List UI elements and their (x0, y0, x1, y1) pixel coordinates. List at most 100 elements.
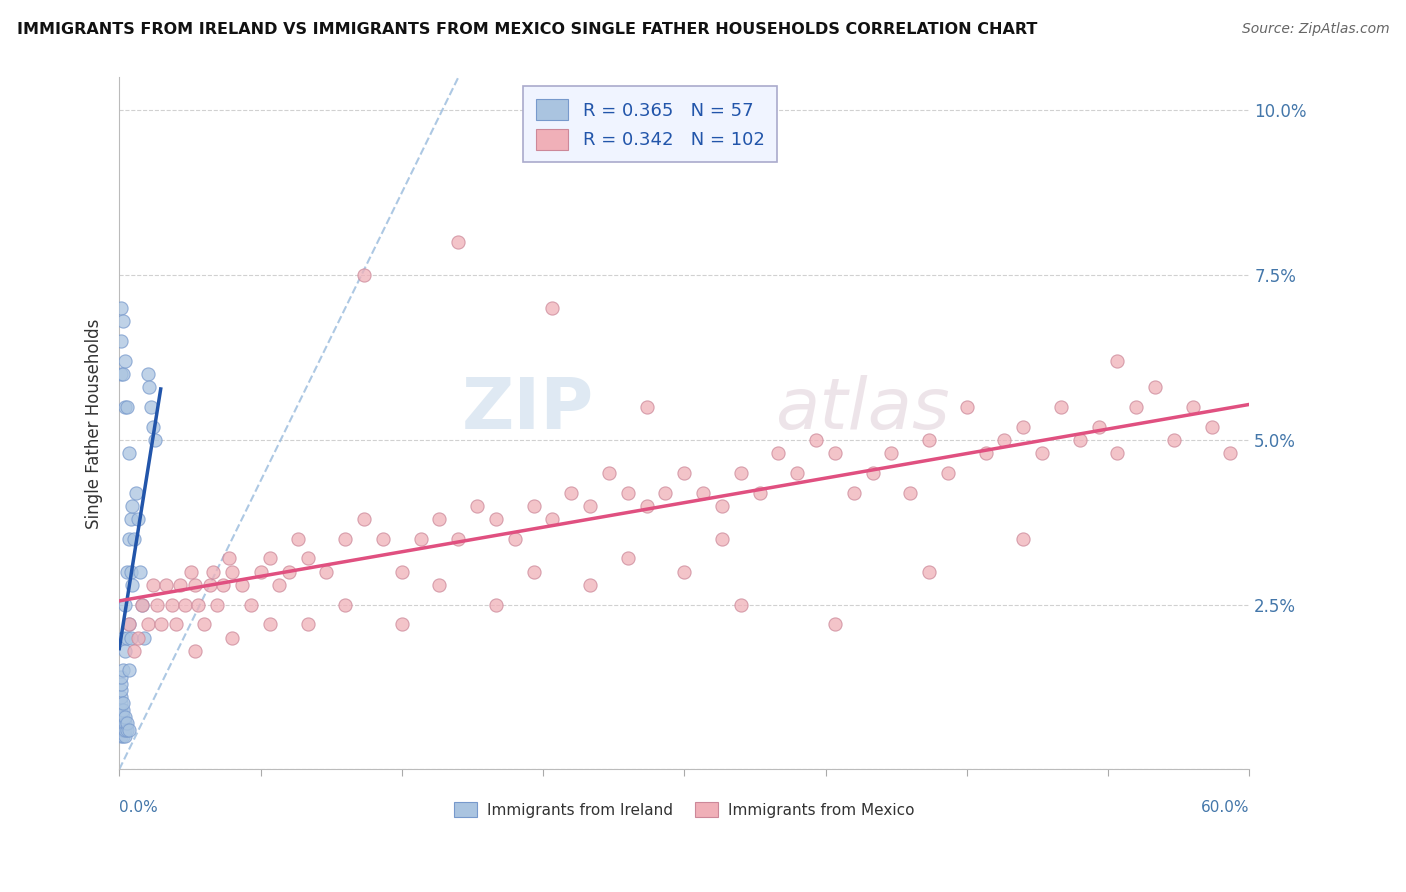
Point (114, 730, 136, 744)
Point (136, 617, 159, 632)
Point (353, 268, 375, 282)
Text: Source: ZipAtlas.com: Source: ZipAtlas.com (1241, 22, 1389, 37)
Point (842, 485, 865, 500)
Point (110, 301, 132, 315)
Point (353, 512, 375, 526)
Point (371, 532, 394, 546)
Point (183, 578, 205, 592)
Point (692, 485, 714, 500)
Point (898, 485, 921, 500)
Point (136, 367, 159, 381)
Text: 60.0%: 60.0% (1201, 800, 1250, 815)
Point (936, 466, 959, 480)
Point (221, 631, 243, 645)
Point (132, 631, 155, 645)
Point (115, 400, 138, 414)
Point (115, 723, 138, 737)
Point (110, 670, 132, 684)
Point (114, 400, 136, 414)
Point (112, 631, 135, 645)
Point (730, 598, 752, 612)
Point (114, 353, 136, 368)
Point (110, 716, 132, 731)
Point (112, 697, 135, 711)
Point (174, 598, 197, 612)
Y-axis label: Single Father Households: Single Father Households (86, 318, 103, 529)
Point (110, 683, 132, 698)
Point (409, 532, 432, 546)
Point (579, 578, 602, 592)
Point (1201, 419, 1223, 434)
Point (131, 598, 153, 612)
Point (541, 512, 564, 526)
Point (110, 703, 132, 717)
Point (110, 709, 132, 723)
Point (112, 314, 135, 328)
Point (786, 466, 808, 480)
Point (616, 551, 638, 566)
Point (1031, 446, 1053, 460)
Point (249, 565, 271, 579)
Point (165, 617, 187, 632)
Point (155, 578, 177, 592)
Point (598, 466, 620, 480)
Point (110, 367, 132, 381)
Point (120, 512, 142, 526)
Point (114, 709, 136, 723)
Point (112, 730, 135, 744)
Legend: Immigrants from Ireland, Immigrants from Mexico: Immigrants from Ireland, Immigrants from… (449, 796, 920, 824)
Point (202, 565, 225, 579)
Point (142, 419, 165, 434)
Point (269, 578, 291, 592)
Point (1107, 353, 1129, 368)
Point (616, 485, 638, 500)
Point (180, 565, 202, 579)
Point (110, 690, 132, 704)
Point (142, 578, 165, 592)
Point (120, 631, 142, 645)
Point (138, 380, 160, 394)
Point (297, 617, 319, 632)
Point (447, 235, 470, 249)
Point (221, 565, 243, 579)
Point (114, 723, 136, 737)
Point (149, 617, 172, 632)
Point (673, 565, 696, 579)
Point (560, 485, 582, 500)
Point (636, 400, 658, 414)
Point (335, 598, 357, 612)
Text: IMMIGRANTS FROM IRELAND VS IMMIGRANTS FROM MEXICO SINGLE FATHER HOUSEHOLDS CORRE: IMMIGRANTS FROM IRELAND VS IMMIGRANTS FR… (17, 22, 1038, 37)
Point (205, 598, 228, 612)
Point (1012, 419, 1035, 434)
Point (112, 664, 135, 678)
Point (110, 676, 132, 690)
Point (862, 466, 884, 480)
Point (918, 565, 941, 579)
Point (129, 565, 152, 579)
Point (259, 617, 281, 632)
Point (974, 446, 997, 460)
Point (1107, 446, 1129, 460)
Point (112, 367, 135, 381)
Point (212, 578, 235, 592)
Point (768, 446, 790, 460)
Point (112, 709, 135, 723)
Point (503, 532, 526, 546)
Point (110, 334, 132, 348)
Point (993, 433, 1015, 447)
Point (523, 565, 546, 579)
Point (391, 565, 413, 579)
Point (287, 532, 309, 546)
Point (112, 703, 135, 717)
Point (465, 499, 488, 513)
Point (118, 532, 141, 546)
Text: 0.0%: 0.0% (120, 800, 157, 815)
Point (240, 598, 263, 612)
Point (118, 617, 141, 632)
Point (160, 598, 183, 612)
Point (146, 598, 169, 612)
Point (187, 598, 209, 612)
Point (112, 716, 135, 731)
Point (121, 578, 143, 592)
Point (115, 565, 138, 579)
